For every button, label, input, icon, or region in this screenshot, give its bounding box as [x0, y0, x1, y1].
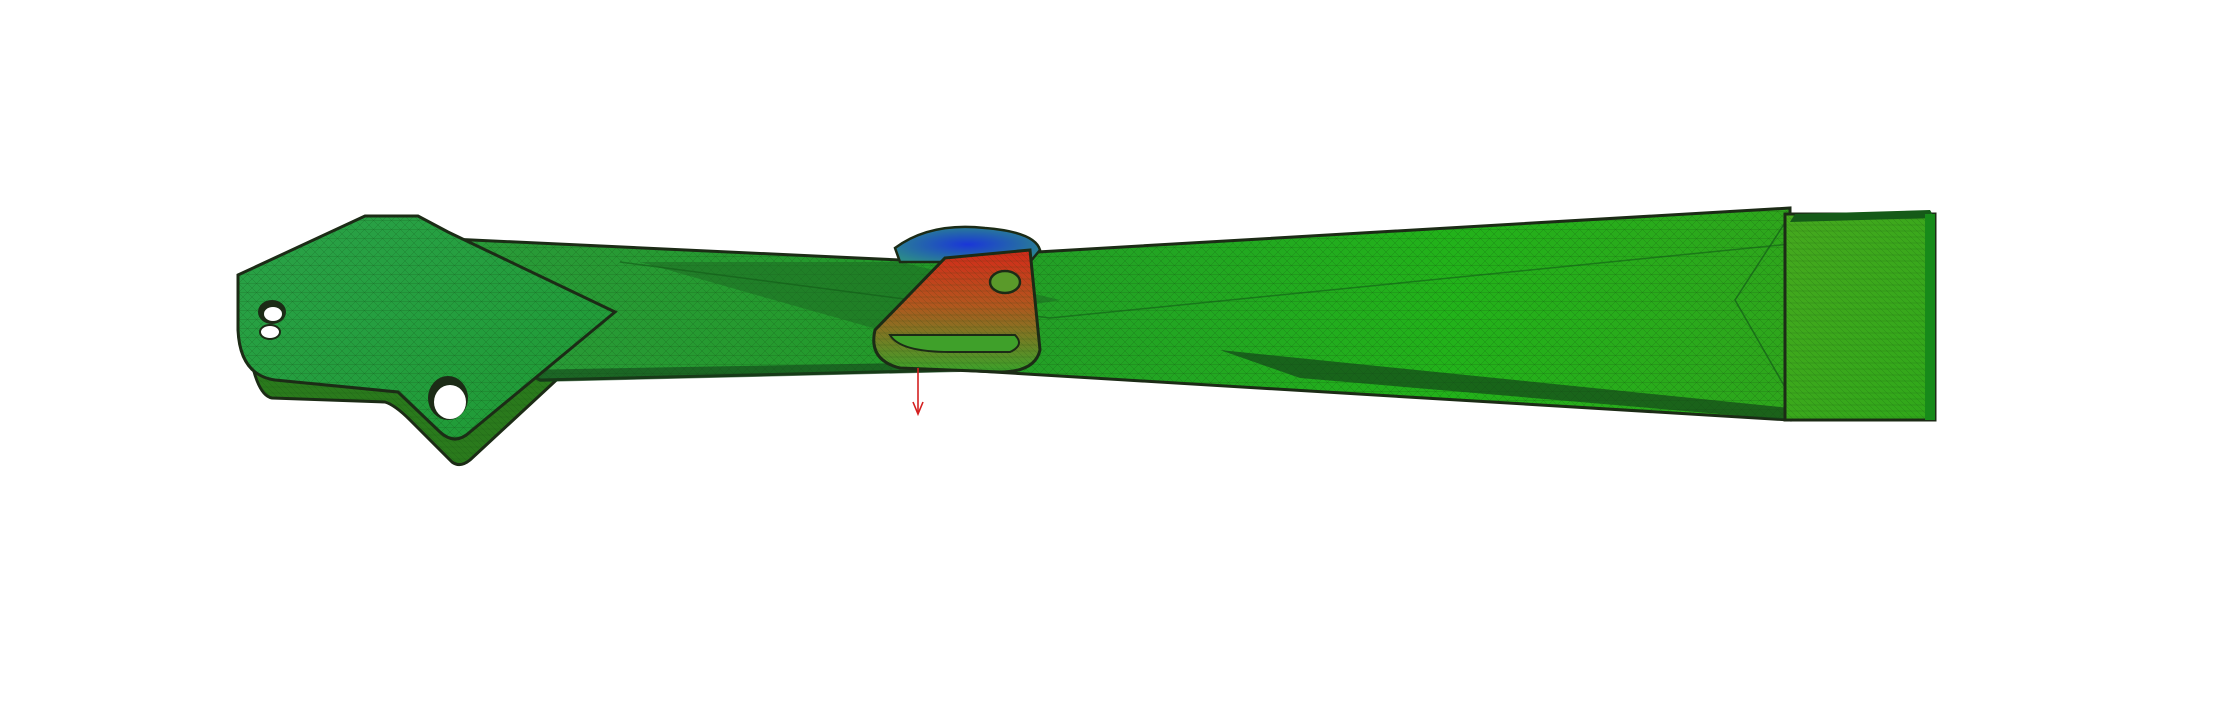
- bolt-hole-lower: [428, 376, 468, 420]
- front-mount-plate: [236, 214, 618, 441]
- bolt-hole-upper: [258, 300, 286, 324]
- end-box-section: [1783, 210, 1937, 422]
- center-bracket: [872, 225, 1042, 374]
- control-arm-body: [428, 206, 1792, 422]
- down-arrow-icon: [912, 401, 924, 417]
- load-arrow: [912, 368, 924, 417]
- bolt-hole-upper-back: [259, 324, 281, 340]
